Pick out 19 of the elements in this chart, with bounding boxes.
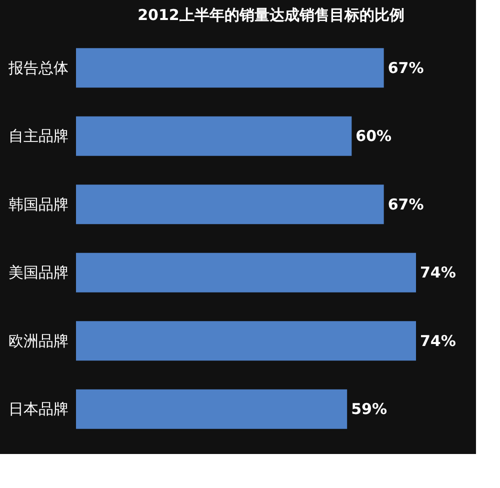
chart-title: 2012上半年的销量达成销售目标的比例 bbox=[138, 6, 404, 24]
data-label: 74% bbox=[420, 264, 456, 282]
bar bbox=[76, 321, 416, 361]
data-label: 67% bbox=[388, 195, 424, 214]
bar bbox=[76, 48, 384, 88]
bar bbox=[76, 116, 352, 156]
data-label: 60% bbox=[356, 127, 392, 146]
data-label: 74% bbox=[420, 332, 456, 350]
y-tick-label: 报告总体 bbox=[8, 58, 68, 77]
data-label: 67% bbox=[388, 58, 424, 77]
y-tick-label: 美国品牌 bbox=[8, 264, 68, 282]
bar bbox=[76, 184, 384, 224]
bar bbox=[76, 252, 416, 292]
y-tick-label: 韩国品牌 bbox=[8, 195, 68, 214]
y-tick-label: 日本品牌 bbox=[8, 400, 68, 418]
bar bbox=[76, 389, 348, 429]
y-tick-label: 自主品牌 bbox=[8, 127, 68, 146]
data-label: 59% bbox=[351, 400, 387, 418]
y-tick-label: 欧洲品牌 bbox=[8, 332, 68, 350]
